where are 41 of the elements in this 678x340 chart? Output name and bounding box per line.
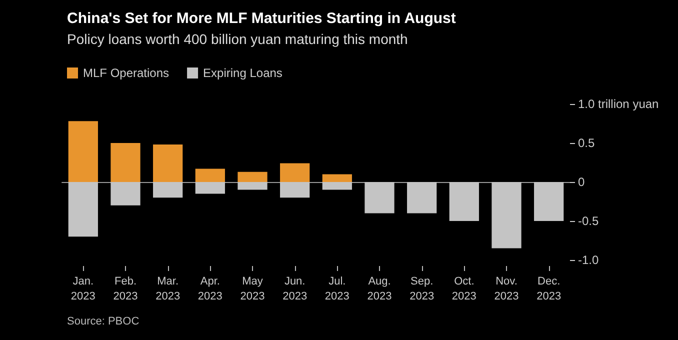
y-tick-label: 0.5 [578,136,596,150]
bar [238,182,268,190]
bar [280,163,310,182]
x-tick-label: Feb. 2023 [113,276,138,302]
bar [195,168,225,182]
legend-label: Expiring Loans [203,66,282,80]
bar [364,182,394,214]
bar [195,182,225,194]
bar [322,174,352,182]
y-tick-label: -1.0 [578,253,600,267]
x-tick-label: May 2023 [240,276,265,302]
x-tick-label: Nov. 2023 [494,276,519,302]
bar [407,182,437,214]
x-tick-label: Jun. 2023 [282,276,308,302]
x-tick-label: Jan. 2023 [70,276,96,302]
x-tick-label: Oct. 2023 [452,276,476,302]
x-tick-label: Apr. 2023 [198,276,222,302]
source-note: Source: PBOC [67,316,140,328]
bar [110,182,140,206]
x-tick-label: Aug. 2023 [367,276,392,302]
x-tick-label: Sep. 2023 [410,276,434,302]
bar [110,143,140,182]
x-tick-label: Dec. 2023 [536,276,562,302]
bar [280,182,310,198]
bar [534,182,564,221]
legend-label: MLF Operations [83,66,170,80]
chart-title: China's Set for More MLF Maturities Starting in August [67,10,456,27]
x-tick-label: Jul. 2023 [324,276,350,302]
bar [492,182,522,248]
y-tick-label: -0.5 [578,214,600,228]
bar [68,182,98,237]
x-tick-label: Mar. 2023 [156,276,180,302]
chart-subtitle: Policy loans worth 400 billion yuan maturing this month [67,31,408,47]
y-tick-label: 1.0 trillion yuan [578,97,659,111]
bar [322,182,352,190]
bar [153,182,183,198]
bar [153,144,183,182]
bar [238,172,268,182]
y-tick-label: 0 [578,175,585,189]
bar [68,121,98,182]
bar [449,182,479,221]
